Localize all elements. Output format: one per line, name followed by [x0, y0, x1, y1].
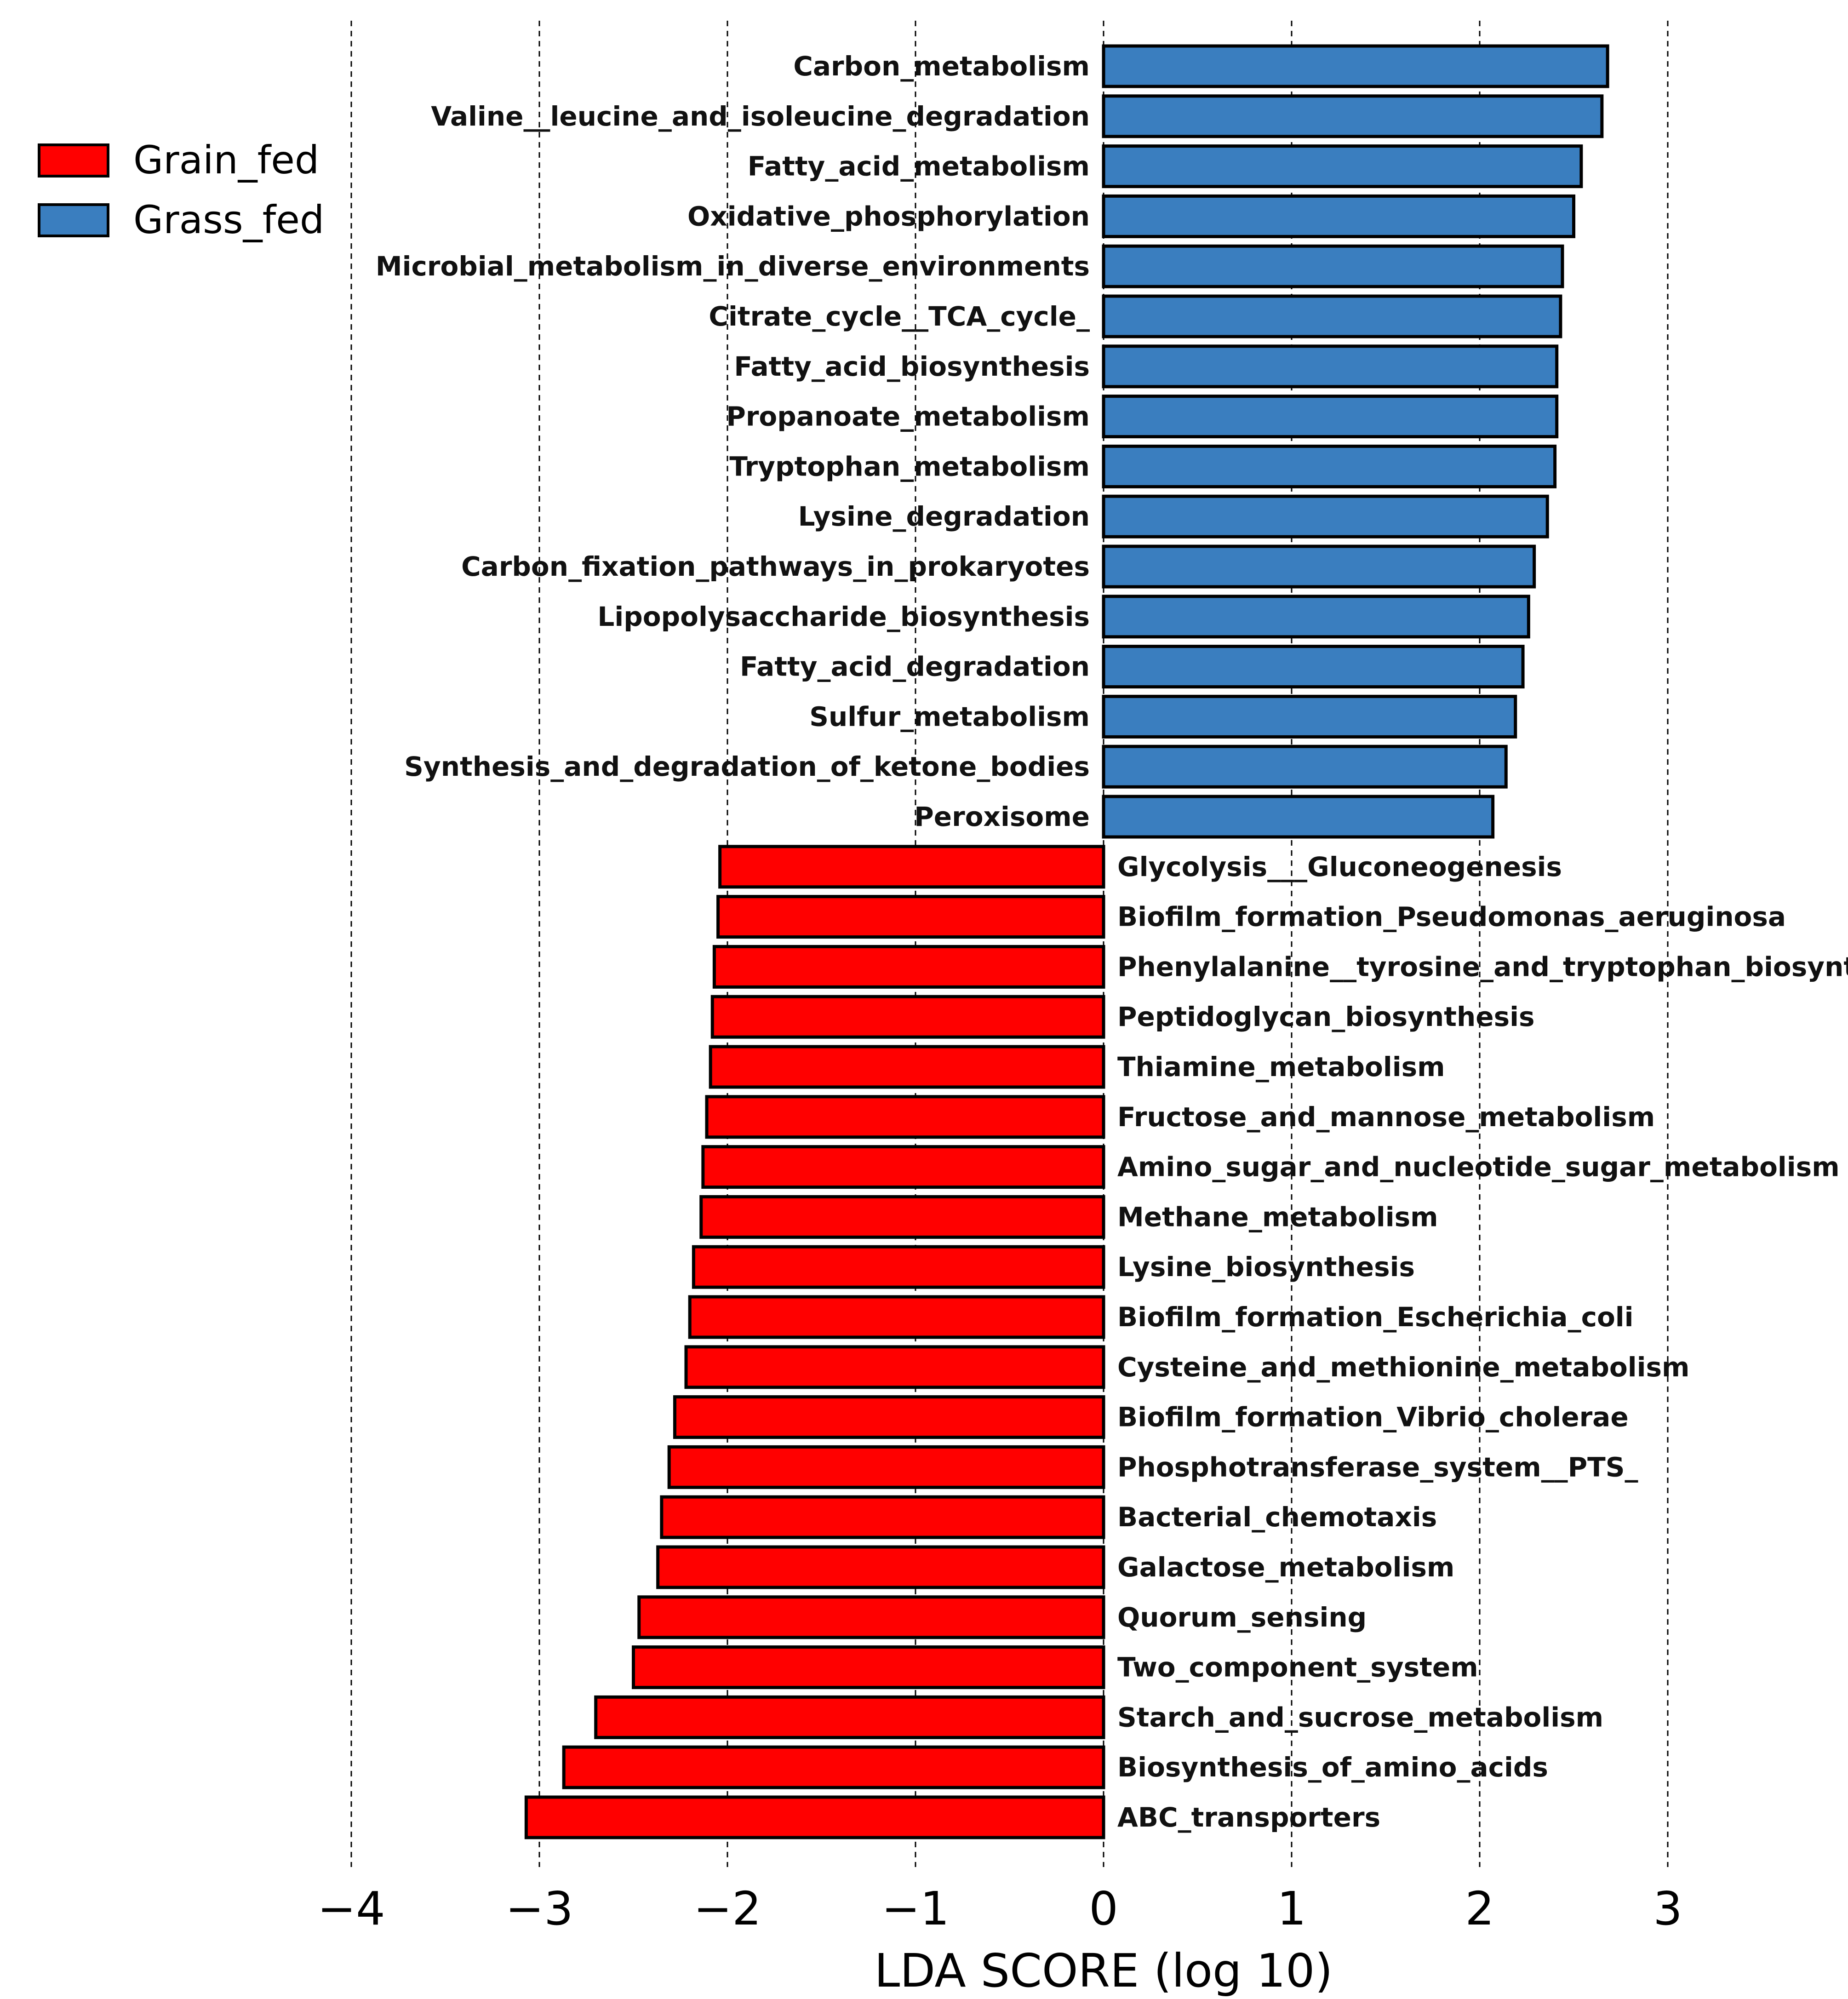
bar-grain-fed: [684, 1345, 1105, 1389]
bar-grain-fed: [673, 1395, 1105, 1439]
bar-label: Quorum_sensing: [1117, 1602, 1367, 1633]
bar-label: Fatty_acid_metabolism: [748, 151, 1090, 182]
bar-grain-fed: [701, 1145, 1105, 1189]
legend-label: Grain_fed: [133, 137, 319, 183]
bar-grass-fed: [1102, 244, 1564, 288]
bar-label: Fatty_acid_degradation: [740, 651, 1090, 682]
bar-grass-fed: [1102, 44, 1609, 88]
bar-label: Lipopolysaccharide_biosynthesis: [597, 601, 1090, 632]
bar-grain-fed: [524, 1795, 1105, 1839]
bar-grass-fed: [1102, 694, 1517, 739]
bar-grass-fed: [1102, 194, 1575, 238]
bar-grain-fed: [660, 1495, 1105, 1539]
bar-label: Biosynthesis_of_amino_acids: [1117, 1752, 1548, 1783]
bar-grass-fed: [1102, 795, 1495, 839]
x-tick-label: −1: [881, 1882, 949, 1936]
bar-grain-fed: [562, 1745, 1105, 1789]
x-axis-ticks: −4 −3 −2 −1 0 1 2 3: [317, 1882, 1682, 1936]
x-tick-label: −4: [317, 1882, 385, 1936]
bar-label: Lysine_biosynthesis: [1117, 1251, 1415, 1283]
bar-label: Carbon_fixation_pathways_in_prokaryotes: [461, 551, 1090, 582]
bar-label: Two_component_system: [1117, 1652, 1478, 1683]
bar-label: Microbial_metabolism_in_diverse_environm…: [376, 251, 1090, 282]
bar-label: Phenylalanine__tyrosine_and_tryptophan_b…: [1117, 951, 1848, 982]
legend-label: Grass_fed: [133, 197, 324, 242]
bar-labels: Carbon_metabolism Valine__leucine_and_iso…: [376, 51, 1848, 1833]
bar-label: Oxidative_phosphorylation: [687, 200, 1090, 232]
bar-grain-fed: [656, 1545, 1105, 1589]
x-tick-label: −2: [693, 1882, 761, 1936]
bar-grass-fed: [1102, 94, 1604, 138]
x-tick-label: 0: [1089, 1882, 1118, 1936]
bar-label: Bacterial_chemotaxis: [1117, 1501, 1437, 1533]
bar-grass-fed: [1102, 745, 1508, 789]
bar-grain-fed: [688, 1295, 1105, 1339]
bar-grass-fed: [1102, 344, 1559, 389]
bar-label: Citrate_cycle__TCA_cycle_: [709, 301, 1090, 332]
bar-label: Synthesis_and_degradation_of_ketone_bodi…: [404, 751, 1090, 782]
bar-grass-fed: [1102, 645, 1525, 689]
bar-label: Phosphotransferase_system__PTS_: [1117, 1451, 1638, 1483]
bar-grass-fed: [1102, 595, 1530, 639]
bar-label: Biofilm_formation_Escherichia_coli: [1117, 1301, 1634, 1333]
bar-grain-fed: [710, 995, 1105, 1039]
legend-swatch-grain-fed: [38, 143, 109, 178]
bar-label: Biofilm_formation_Vibrio_cholerae: [1117, 1402, 1629, 1433]
bar-grain-fed: [667, 1445, 1105, 1489]
bar-label: Starch_and_sucrose_metabolism: [1117, 1701, 1603, 1733]
bar-grass-fed: [1102, 444, 1557, 488]
bar-label: Sulfur_metabolism: [809, 701, 1090, 732]
bar-grain-fed: [718, 845, 1105, 889]
bar-grain-fed: [637, 1595, 1105, 1639]
bar-label: Carbon_metabolism: [793, 51, 1090, 82]
bar-label: Thiamine_metabolism: [1117, 1051, 1445, 1083]
bar-label: Galactose_metabolism: [1117, 1552, 1454, 1583]
bars: [524, 44, 1609, 1839]
bar-grain-fed: [594, 1695, 1105, 1739]
legend-swatch-grass-fed: [38, 203, 109, 237]
x-tick-label: 3: [1653, 1882, 1682, 1936]
bar-label: Fructose_and_mannose_metabolism: [1117, 1101, 1655, 1133]
bar-grain-fed: [709, 1045, 1105, 1089]
bar-grain-fed: [699, 1195, 1105, 1239]
bar-grain-fed: [692, 1245, 1105, 1289]
bar-label: Peroxisome: [914, 801, 1090, 832]
legend: Grain_fed Grass_fed: [38, 137, 324, 242]
bar-grass-fed: [1102, 294, 1562, 338]
x-tick-label: 2: [1465, 1882, 1494, 1936]
bar-label: ABC_transporters: [1117, 1802, 1380, 1833]
x-tick-label: −3: [505, 1882, 573, 1936]
bar-grain-fed: [632, 1645, 1105, 1690]
bar-grain-fed: [712, 945, 1105, 989]
bar-grain-fed: [716, 895, 1105, 939]
x-tick-label: 1: [1277, 1882, 1306, 1936]
bar-label: Glycolysis___Gluconeogenesis: [1117, 851, 1562, 882]
bar-grass-fed: [1102, 395, 1559, 439]
bar-label: Valine__leucine_and_isoleucine_degradati…: [431, 101, 1090, 132]
bar-label: Biofilm_formation_Pseudomonas_aeruginosa: [1117, 901, 1786, 933]
bar-label: Peptidoglycan_biosynthesis: [1117, 1001, 1535, 1032]
bar-label: Tryptophan_metabolism: [729, 451, 1090, 482]
bar-label: Propanoate_metabolism: [726, 401, 1090, 432]
bar-grass-fed: [1102, 144, 1583, 189]
bar-label: Lysine_degradation: [798, 501, 1090, 532]
bar-label: Fatty_acid_biosynthesis: [734, 351, 1090, 382]
bar-label: Cysteine_and_methionine_metabolism: [1117, 1352, 1689, 1383]
x-axis-title: LDA SCORE (log 10): [874, 1944, 1333, 1998]
bar-label: Amino_sugar_and_nucleotide_sugar_metabol…: [1117, 1151, 1840, 1183]
bar-label: Methane_metabolism: [1117, 1201, 1438, 1232]
bar-grass-fed: [1102, 494, 1549, 538]
bar-grass-fed: [1102, 544, 1536, 589]
bar-grain-fed: [705, 1095, 1105, 1139]
